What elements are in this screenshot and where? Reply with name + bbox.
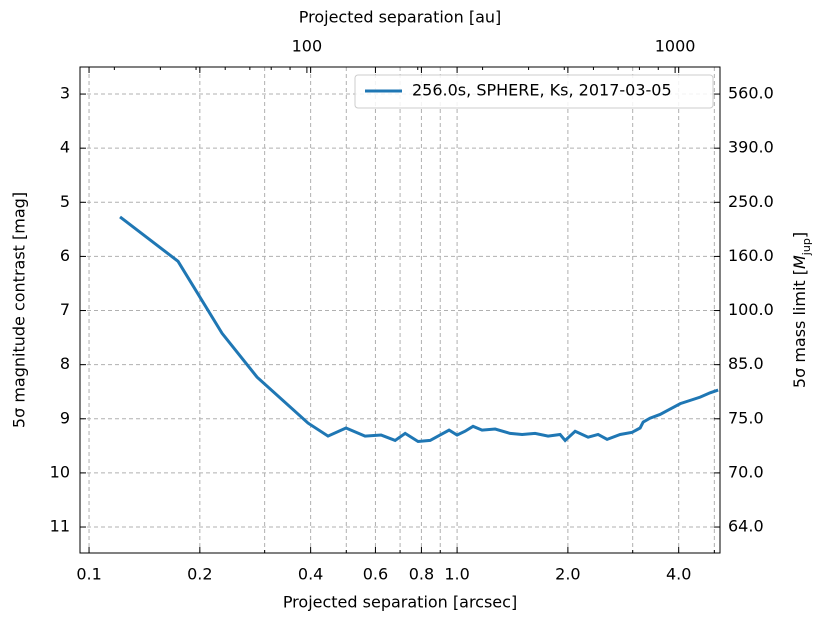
x-tick-label: 0.4 [298, 565, 323, 584]
y2-tick-label: 390.0 [728, 138, 774, 157]
y2-axis-label: 5σ mass limit [Mjup] [790, 232, 813, 388]
y-tick-label: 3 [60, 84, 70, 103]
y2-label-part: jup [800, 238, 813, 256]
y-tick-label: 8 [60, 354, 70, 373]
y2-tick-label: 75.0 [728, 408, 764, 427]
y-tick-label: 6 [60, 246, 70, 265]
x2-tick-label: 1000 [655, 37, 696, 56]
y2-tick-label: 85.0 [728, 354, 764, 373]
y-axis-label: 5σ magnitude contrast [mag] [10, 192, 29, 428]
x-axis-label: Projected separation [arcsec] [283, 593, 517, 612]
y-tick-label: 10 [50, 462, 70, 481]
x2-axis-label: Projected separation [au] [299, 8, 502, 27]
y2-label-part: ] [790, 232, 809, 238]
y2-tick-label: 160.0 [728, 246, 774, 265]
y2-label-part: 5σ mass limit [ [790, 269, 809, 388]
x2-tick-label: 100 [292, 37, 323, 56]
y-tick-label: 4 [60, 138, 70, 157]
legend-box [354, 74, 714, 109]
y-tick-label: 5 [60, 192, 70, 211]
y2-tick-label: 250.0 [728, 192, 774, 211]
legend-label: 256.0s, SPHERE, Ks, 2017-03-05 [412, 81, 672, 100]
y2-tick-label: 64.0 [728, 517, 764, 536]
y2-tick-label: 560.0 [728, 84, 774, 103]
x-tick-label: 1.0 [444, 565, 469, 584]
y-tick-label: 9 [60, 408, 70, 427]
x-tick-label: 2.0 [555, 565, 580, 584]
y-tick-label: 7 [60, 300, 70, 319]
y2-tick-label: 70.0 [728, 462, 764, 481]
y-tick-label: 11 [50, 517, 70, 536]
x-tick-label: 0.2 [187, 565, 212, 584]
x-tick-label: 0.8 [409, 565, 434, 584]
y2-tick-label: 100.0 [728, 300, 774, 319]
x-tick-label: 4.0 [666, 565, 691, 584]
plot-frame [79, 66, 721, 554]
data-line [119, 215, 719, 444]
y2-label-part: M [790, 255, 809, 269]
x-tick-label: 0.1 [76, 565, 101, 584]
x-tick-label: 0.6 [363, 565, 388, 584]
